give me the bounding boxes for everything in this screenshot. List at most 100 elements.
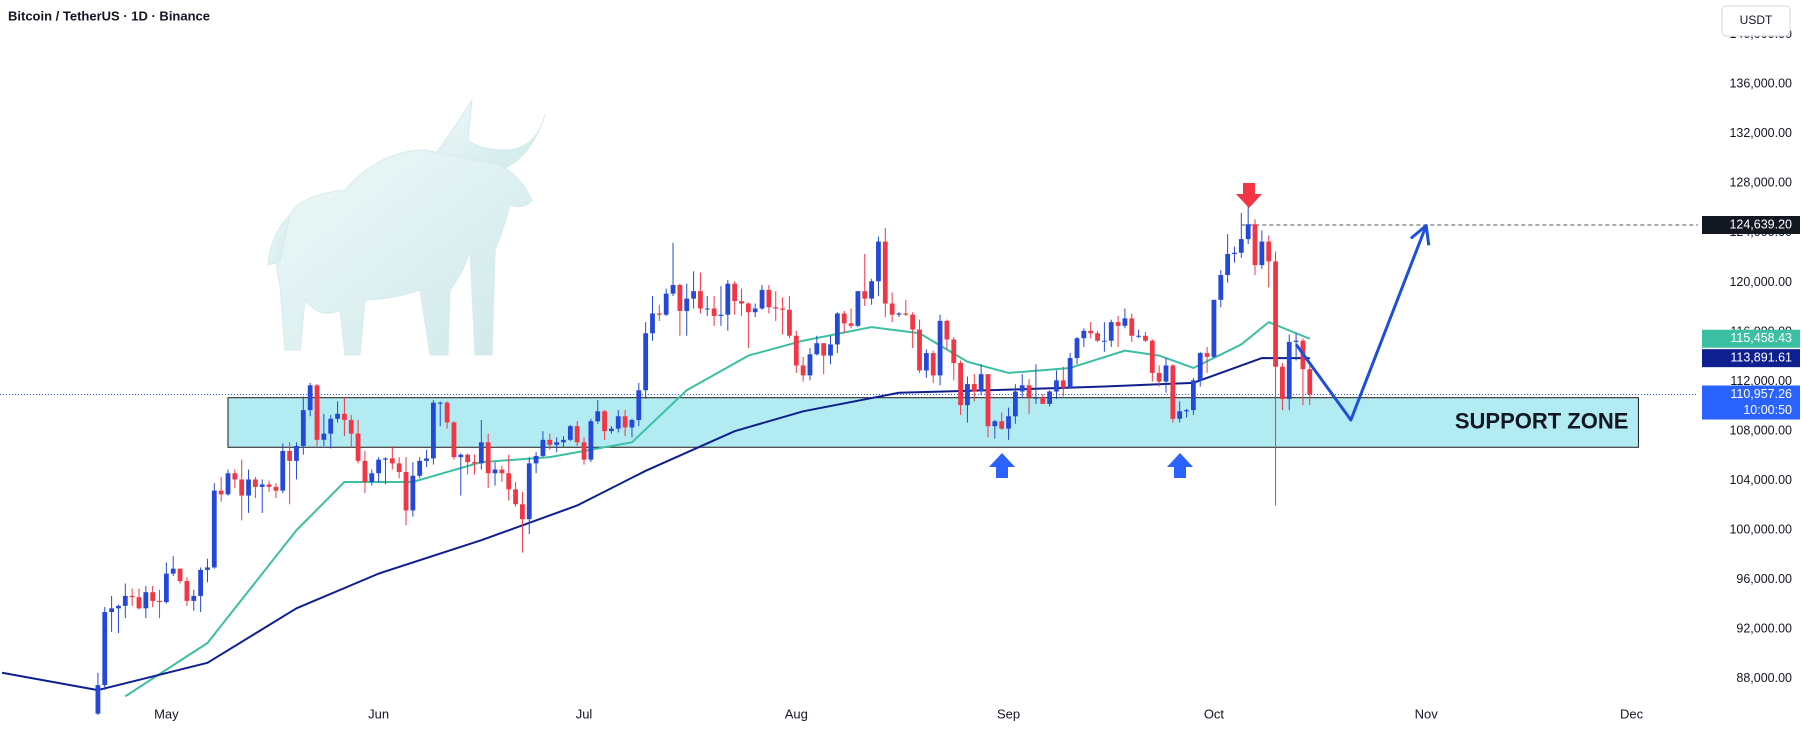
x-tick-label: Dec (1620, 706, 1644, 721)
candle-body (629, 420, 635, 428)
candle-body (1163, 365, 1169, 382)
candle-body (1047, 391, 1053, 404)
candle-body (403, 472, 409, 511)
candle-body (410, 475, 416, 511)
candle-body (889, 303, 895, 315)
candle-body (1238, 239, 1244, 253)
candle-body (1122, 318, 1128, 326)
candle-body (793, 335, 799, 366)
candle-body (1170, 365, 1176, 419)
candle-body (465, 454, 471, 463)
candle-body (198, 569, 204, 596)
candle-body (821, 343, 827, 356)
candle-body (1143, 335, 1148, 341)
candle-body (252, 479, 258, 487)
candle-body (1177, 411, 1183, 419)
candle-body (780, 308, 785, 310)
candle-body (834, 313, 840, 345)
candle-body (752, 308, 758, 313)
candle-body (191, 595, 197, 601)
candle-body (287, 450, 293, 461)
candle-body (663, 293, 669, 315)
candle-body (656, 313, 662, 315)
candle-body (485, 442, 491, 474)
candle-body (294, 446, 299, 461)
currency-label[interactable]: USDT (1740, 13, 1773, 27)
candle-body (1184, 410, 1189, 412)
candle-body (1273, 261, 1278, 367)
x-tick-label: May (154, 706, 179, 721)
candle-body (205, 567, 210, 570)
candle-body (300, 410, 306, 447)
candle-body (1286, 341, 1292, 399)
moving-average-tag-background (1702, 349, 1800, 368)
candle-body (472, 462, 477, 464)
high-price-tag-background (1702, 216, 1800, 235)
candle-body (369, 473, 375, 482)
candle-body (547, 439, 553, 445)
candle-body (218, 490, 224, 495)
projection-path (1294, 224, 1428, 422)
candle-body (848, 323, 854, 326)
moving-average-tag-background (1702, 329, 1800, 348)
candle-body (691, 291, 696, 299)
candle-body (1225, 253, 1231, 276)
candle-body (1156, 372, 1162, 382)
candle-body (609, 428, 614, 432)
candle-body (1149, 340, 1155, 373)
candle-body (958, 363, 963, 406)
candle-body (917, 329, 922, 371)
y-tick-label: 92,000.00 (1736, 622, 1792, 636)
candle-body (1115, 322, 1121, 326)
candle-body (561, 439, 566, 443)
candle-body (225, 473, 231, 495)
candle-body (766, 289, 772, 308)
candle-body (1101, 340, 1107, 342)
candle-body (533, 455, 539, 464)
candle-body (855, 291, 861, 326)
candle-body (1006, 416, 1011, 429)
sell-arrow (1236, 183, 1262, 208)
candle-body (1033, 397, 1039, 399)
candle-body (882, 241, 888, 304)
candle-body (1012, 391, 1018, 417)
candle-body (636, 390, 642, 420)
candle-body (109, 608, 114, 613)
candle-body (163, 573, 169, 603)
candle-body (670, 284, 676, 294)
x-tick-label: Jul (576, 706, 593, 721)
candle-body (903, 313, 909, 315)
x-tick-label: Nov (1415, 706, 1439, 721)
currency-box[interactable] (1721, 5, 1791, 37)
candle-body (1136, 335, 1142, 337)
candle-body (376, 459, 382, 474)
candle-body (341, 413, 347, 420)
candle-body (478, 442, 484, 464)
candle-body (513, 489, 518, 505)
candle-body (1293, 340, 1299, 342)
candle-body (1252, 224, 1258, 266)
candle-body (841, 313, 847, 324)
y-tick-label: 128,000.00 (1729, 176, 1792, 190)
candle-body (739, 301, 744, 304)
moving-average-line (1, 357, 1310, 692)
y-tick-label: 96,000.00 (1736, 572, 1792, 586)
y-tick-label: 100,000.00 (1729, 523, 1792, 537)
candle-body (396, 463, 402, 473)
candle-body (684, 298, 690, 311)
candle-body (321, 433, 327, 440)
candle-body (759, 289, 765, 309)
candle-body (711, 308, 717, 316)
candle-body (1026, 385, 1032, 398)
candle-body (328, 418, 334, 434)
candle-body (506, 473, 512, 490)
candle-body (910, 314, 916, 330)
candle-body (1266, 241, 1272, 262)
candle-body (862, 291, 868, 299)
last-price-tag: 110,957.26 (1730, 387, 1792, 401)
candle-body (581, 442, 587, 460)
chart-title: Bitcoin / TetherUS · 1D · Binance (8, 8, 210, 23)
candle-body (1095, 333, 1100, 341)
candle-body (567, 426, 573, 440)
